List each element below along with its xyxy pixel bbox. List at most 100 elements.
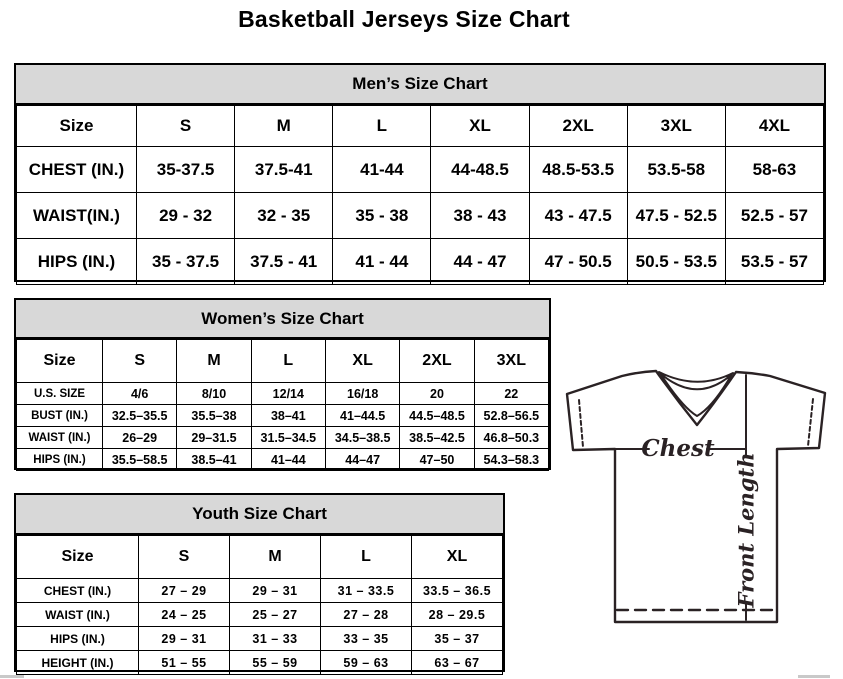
- size-column-header: 3XL: [626, 105, 726, 147]
- measurement-row: HIPS (IN.) 35.5–58.5 38.5–41 41–44 44–47 47–5…: [16, 448, 550, 471]
- size-column-header: XL: [430, 105, 530, 147]
- size-corner-header: Size: [16, 339, 103, 383]
- size-column-header: 4XL: [724, 105, 825, 147]
- size-column-header: M: [234, 105, 334, 147]
- measurement-value-cell: 35.5–58.5: [101, 448, 178, 471]
- jersey-measurement-diagram: Chest Front Length: [565, 369, 827, 624]
- measurement-value-cell: 41–44.5: [324, 404, 401, 427]
- measurement-value-cell: 63 – 67: [411, 650, 503, 675]
- measurement-value-cell: 37.5 - 41: [234, 238, 334, 285]
- size-column-header: 2XL: [528, 105, 628, 147]
- measurement-value-cell: 16/18: [324, 382, 401, 405]
- measurement-row: BUST (IN.) 32.5–35.5 35.5–38 38–41 41–44.5 44…: [16, 404, 550, 427]
- size-column-header: S: [138, 535, 230, 579]
- measurement-value-cell: 29 – 31: [229, 578, 321, 603]
- measurement-row: HIPS (IN.) 29 – 31 31 – 33 33 – 35 35 – 37: [16, 626, 503, 651]
- measurement-value-cell: 31.5–34.5: [250, 426, 326, 449]
- womens-size-chart: Women’s Size Chart Size S M L XL 2XL 3XL U.S. …: [14, 298, 551, 471]
- measurement-value-cell: 35 – 37: [411, 626, 503, 651]
- measurement-value-cell: 35.5–38: [176, 404, 252, 427]
- measurement-value-cell: 44.5–48.5: [399, 404, 475, 427]
- collar-lines: [658, 371, 734, 417]
- front-length-measurement-label: Front Length: [734, 453, 759, 609]
- sleeve-stitch-right: [807, 398, 814, 447]
- page-title: Basketball Jerseys Size Chart: [238, 6, 570, 32]
- measurement-value-cell: 44 - 47: [430, 238, 530, 285]
- size-column-header: L: [250, 339, 326, 383]
- measurement-value-cell: 37.5-41: [234, 146, 334, 193]
- sleeve-stitch-left: [578, 399, 584, 448]
- jersey-outline: [565, 369, 827, 624]
- measurement-value-cell: 29 - 32: [135, 192, 236, 239]
- measurement-value-cell: 46.8–50.3: [473, 426, 550, 449]
- measurement-value-cell: 29–31.5: [176, 426, 252, 449]
- measurement-value-cell: 31 – 33.5: [320, 578, 412, 603]
- measurement-value-cell: 53.5-58: [626, 146, 726, 193]
- cropped-edge-fragment-left: [0, 675, 24, 678]
- mens-size-chart: Men’s Size Chart Size S M L XL 2XL 3XL 4XL CHES…: [14, 63, 826, 285]
- measurement-value-cell: 35-37.5: [135, 146, 236, 193]
- measurement-value-cell: 27 – 28: [320, 602, 412, 627]
- measurement-value-cell: 35 - 37.5: [135, 238, 236, 285]
- measurement-row: U.S. SIZE 4/6 8/10 12/14 16/18 20 22: [16, 382, 550, 405]
- measurement-value-cell: 47 - 50.5: [528, 238, 628, 285]
- measurement-value-cell: 41–44: [250, 448, 326, 471]
- chest-measurement-label: Chest: [641, 435, 715, 462]
- measurement-value-cell: 25 – 27: [229, 602, 321, 627]
- measurement-value-cell: 50.5 - 53.5: [626, 238, 726, 285]
- measurement-row: WAIST(IN.) 29 - 32 32 - 35 35 - 38 38 - 43 43…: [16, 192, 825, 239]
- measurement-value-cell: 38–41: [250, 404, 326, 427]
- measurement-row: CHEST (IN.) 35-37.5 37.5-41 41-44 44-48.5 48.…: [16, 146, 825, 193]
- measurement-row-label: HIPS (IN.): [16, 626, 139, 651]
- measurement-value-cell: 47–50: [399, 448, 475, 471]
- size-column-header: XL: [324, 339, 401, 383]
- mens-size-table: Size S M L XL 2XL 3XL 4XL CHEST (IN.) 35-37.5 37.…: [16, 105, 825, 285]
- size-column-header: M: [229, 535, 321, 579]
- measurement-value-cell: 20: [399, 382, 475, 405]
- measurement-value-cell: 47.5 - 52.5: [626, 192, 726, 239]
- measurement-value-cell: 44-48.5: [430, 146, 530, 193]
- size-column-header: 2XL: [399, 339, 475, 383]
- measurement-value-cell: 26–29: [101, 426, 178, 449]
- measurement-value-cell: 35 - 38: [332, 192, 432, 239]
- measurement-row-label: WAIST (IN.): [16, 602, 139, 627]
- measurement-value-cell: 8/10: [176, 382, 252, 405]
- youth-size-chart-title: Youth Size Chart: [16, 495, 503, 535]
- measurement-value-cell: 38.5–41: [176, 448, 252, 471]
- measurement-row-label: HIPS (IN.): [16, 448, 103, 471]
- measurement-value-cell: 24 – 25: [138, 602, 230, 627]
- measurement-value-cell: 53.5 - 57: [724, 238, 825, 285]
- measurement-value-cell: 12/14: [250, 382, 326, 405]
- measurement-row: WAIST (IN.) 24 – 25 25 – 27 27 – 28 28 – 29.…: [16, 602, 503, 627]
- womens-size-chart-title: Women’s Size Chart: [16, 300, 549, 339]
- measurement-row: HEIGHT (IN.) 51 – 55 55 – 59 59 – 63 63 – 67: [16, 650, 503, 675]
- size-column-header: L: [332, 105, 432, 147]
- measurement-row-label: WAIST (IN.): [16, 426, 103, 449]
- measurement-row: HIPS (IN.) 35 - 37.5 37.5 - 41 41 - 44 44 - …: [16, 238, 825, 285]
- measurement-row-label: HIPS (IN.): [16, 238, 137, 285]
- measurement-row: CHEST (IN.) 27 – 29 29 – 31 31 – 33.5 33.5 –…: [16, 578, 503, 603]
- measurement-value-cell: 41 - 44: [332, 238, 432, 285]
- youth-size-table: Size S M L XL CHEST (IN.) 27 – 29 29 – 31 31 – …: [16, 535, 503, 675]
- measurement-value-cell: 33 – 35: [320, 626, 412, 651]
- size-corner-header: Size: [16, 535, 139, 579]
- measurement-value-cell: 29 – 31: [138, 626, 230, 651]
- measurement-value-cell: 58-63: [724, 146, 825, 193]
- measurement-value-cell: 51 – 55: [138, 650, 230, 675]
- measurement-value-cell: 33.5 – 36.5: [411, 578, 503, 603]
- size-column-header: XL: [411, 535, 503, 579]
- measurement-row-label: WAIST(IN.): [16, 192, 137, 239]
- measurement-value-cell: 31 – 33: [229, 626, 321, 651]
- measurement-value-cell: 41-44: [332, 146, 432, 193]
- measurement-row-label: HEIGHT (IN.): [16, 650, 139, 675]
- size-column-header: 3XL: [473, 339, 550, 383]
- measurement-value-cell: 32.5–35.5: [101, 404, 178, 427]
- measurement-value-cell: 43 - 47.5: [528, 192, 628, 239]
- measurement-value-cell: 48.5-53.5: [528, 146, 628, 193]
- youth-size-chart: Youth Size Chart Size S M L XL CHEST (IN.) 27…: [14, 493, 505, 675]
- measurement-value-cell: 38.5–42.5: [399, 426, 475, 449]
- measurement-row-label: CHEST (IN.): [16, 146, 137, 193]
- measurement-value-cell: 54.3–58.3: [473, 448, 550, 471]
- measurement-value-cell: 28 – 29.5: [411, 602, 503, 627]
- measurement-value-cell: 27 – 29: [138, 578, 230, 603]
